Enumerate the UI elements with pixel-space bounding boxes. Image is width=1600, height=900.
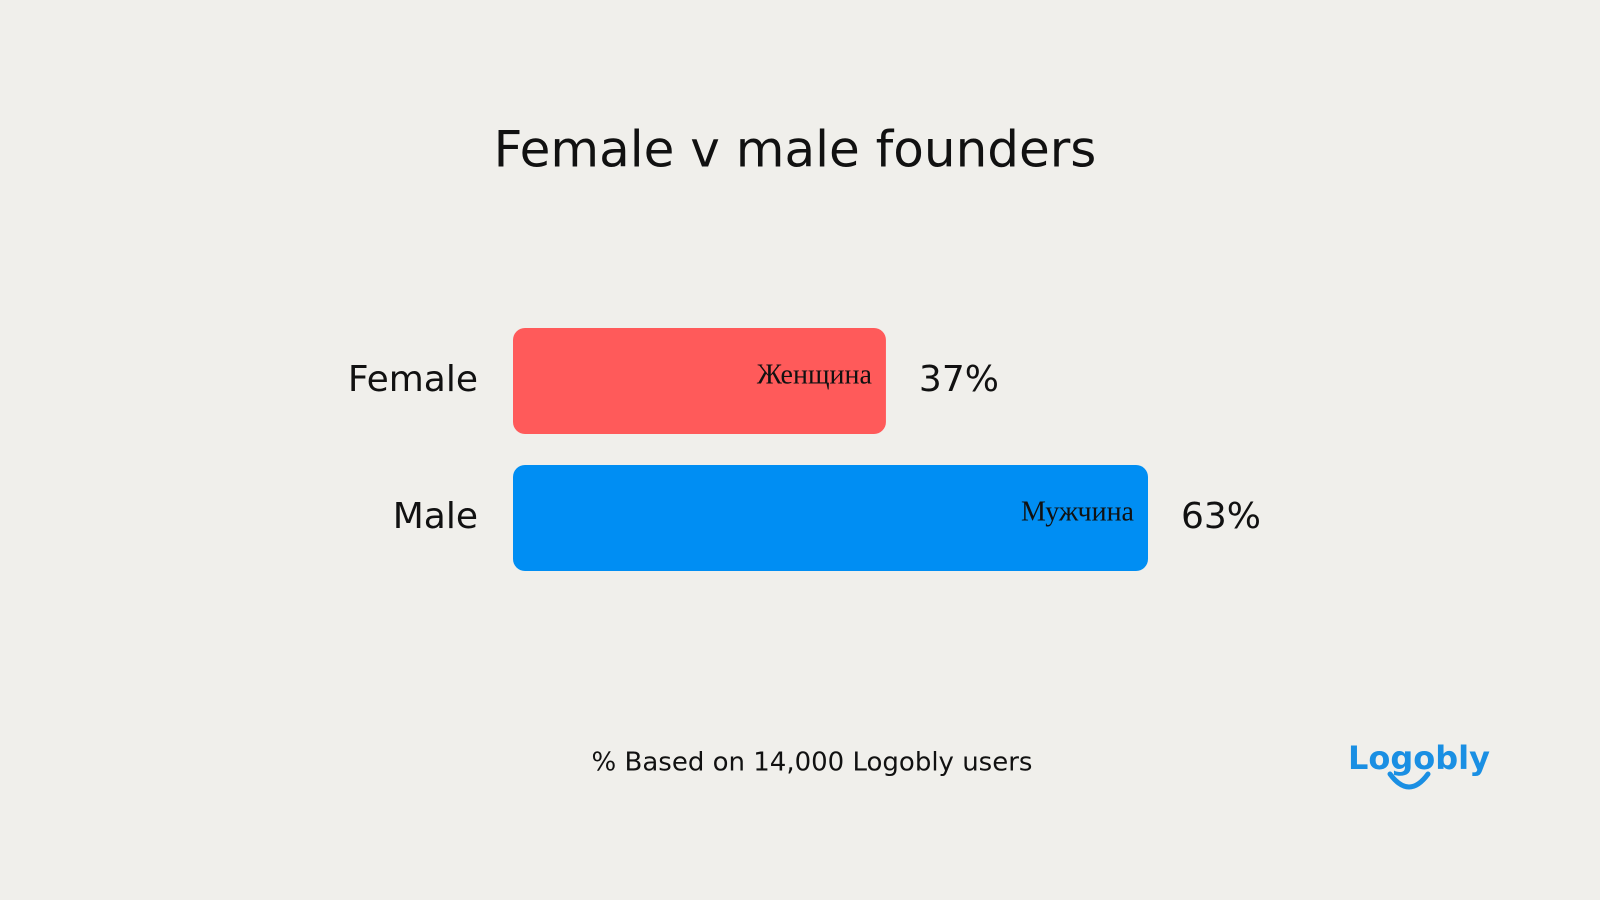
value-label: 37% — [919, 359, 999, 400]
category-label: Female — [348, 359, 478, 400]
logo: Logobly — [1348, 739, 1490, 790]
bar — [513, 465, 1148, 571]
logo-text: Logobly — [1348, 739, 1490, 777]
value-label: 63% — [1181, 496, 1261, 537]
bar — [513, 328, 886, 434]
bar-label: Женщина — [757, 359, 873, 390]
category-label: Male — [393, 496, 478, 537]
logo-smile — [1387, 771, 1431, 790]
chart-title: Female v male founders — [494, 121, 1097, 179]
footnote: % Based on 14,000 Logobly users — [592, 748, 1033, 778]
bar-label: Мужчина — [1021, 496, 1135, 527]
